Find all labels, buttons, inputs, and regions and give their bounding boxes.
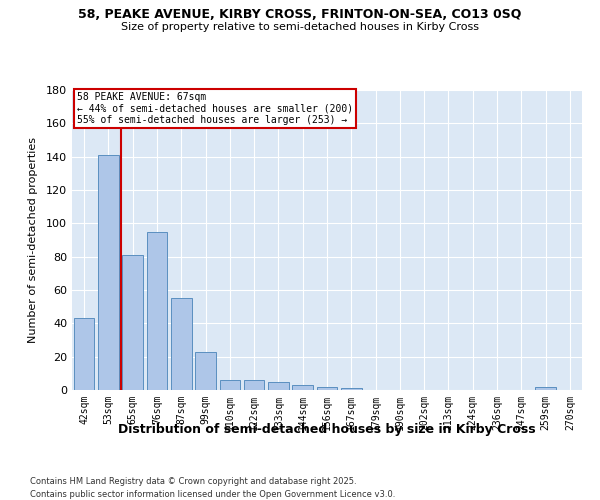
Bar — [341, 388, 362, 390]
Text: Size of property relative to semi-detached houses in Kirby Cross: Size of property relative to semi-detach… — [121, 22, 479, 32]
Bar — [268, 382, 289, 390]
Text: Contains HM Land Registry data © Crown copyright and database right 2025.: Contains HM Land Registry data © Crown c… — [30, 478, 356, 486]
Bar — [171, 298, 191, 390]
Text: 58, PEAKE AVENUE, KIRBY CROSS, FRINTON-ON-SEA, CO13 0SQ: 58, PEAKE AVENUE, KIRBY CROSS, FRINTON-O… — [79, 8, 521, 20]
Bar — [146, 232, 167, 390]
Text: Contains public sector information licensed under the Open Government Licence v3: Contains public sector information licen… — [30, 490, 395, 499]
Bar — [74, 318, 94, 390]
Bar — [98, 155, 119, 390]
Bar — [195, 352, 216, 390]
Bar — [122, 255, 143, 390]
Text: Distribution of semi-detached houses by size in Kirby Cross: Distribution of semi-detached houses by … — [118, 422, 536, 436]
Text: 58 PEAKE AVENUE: 67sqm
← 44% of semi-detached houses are smaller (200)
55% of se: 58 PEAKE AVENUE: 67sqm ← 44% of semi-det… — [77, 92, 353, 124]
Bar — [292, 385, 313, 390]
Bar — [244, 380, 265, 390]
Bar — [535, 386, 556, 390]
Y-axis label: Number of semi-detached properties: Number of semi-detached properties — [28, 137, 38, 343]
Bar — [220, 380, 240, 390]
Bar — [317, 386, 337, 390]
